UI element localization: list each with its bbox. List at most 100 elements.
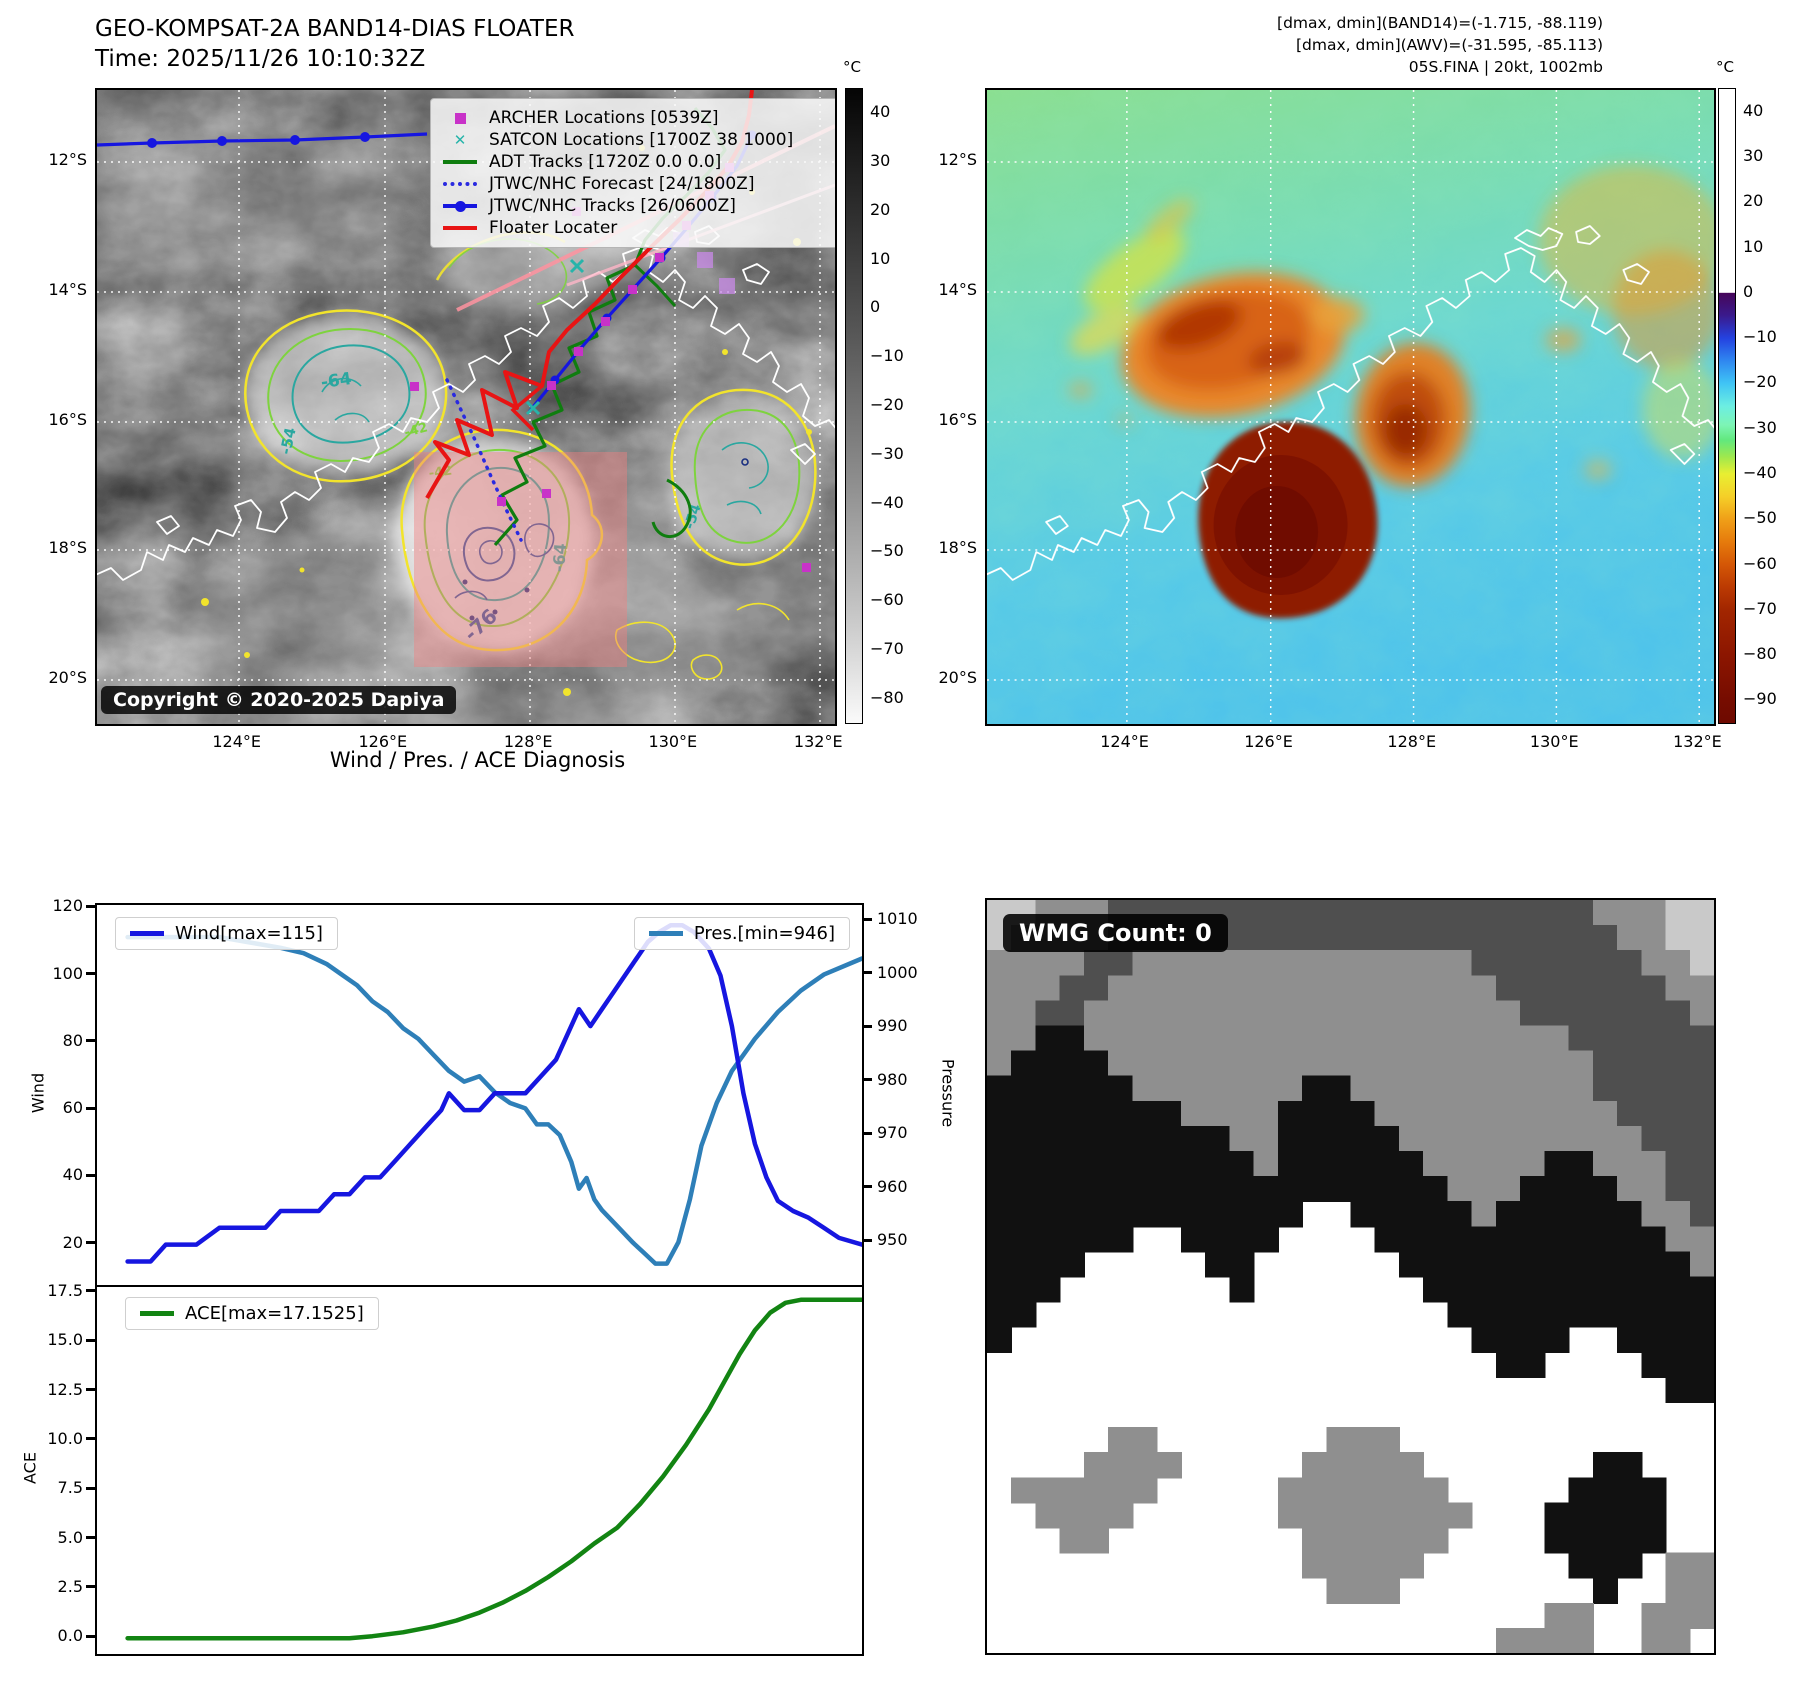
colorbar-tick-label: −80 xyxy=(1743,644,1777,664)
legend-item: JTWC/NHC Forecast [24/1800Z] xyxy=(441,173,835,195)
legend-label: JTWC/NHC Forecast [24/1800Z] xyxy=(489,174,755,194)
axis-tick-mark xyxy=(86,1289,95,1293)
colorbar-tick-label: −70 xyxy=(1743,598,1777,618)
pressure-legend-label: Pres.[min=946] xyxy=(693,923,835,944)
colorbar-tick-label: 20 xyxy=(870,199,891,219)
title-line-2: Time: 2025/11/26 10:10:32Z xyxy=(95,46,426,72)
y-tick-label: 120 xyxy=(52,896,83,916)
line-marker xyxy=(441,226,479,230)
colorbar-tick-label: −30 xyxy=(870,443,904,463)
annotation-band14: [dmax, dmin](BAND14)=(-1.715, -88.119) xyxy=(1277,14,1603,32)
colorbar-tick-label: −80 xyxy=(870,687,904,707)
lat-tick-label: 12°S xyxy=(48,150,87,170)
ir-colorbar-unit: °C xyxy=(843,58,861,76)
lon-tick-label: 126°E xyxy=(1244,732,1293,751)
y-tick-label: 7.5 xyxy=(57,1478,83,1498)
y-tick-label: 1010 xyxy=(877,909,918,929)
axis-tick-mark xyxy=(863,971,872,975)
colorbar-tick-label: 40 xyxy=(870,102,891,122)
colorbar-tick-label: −10 xyxy=(1743,327,1777,347)
analysis-highlight-box xyxy=(414,452,627,667)
colorbar-tick-label: −50 xyxy=(1743,508,1777,528)
y-tick-label: 10.0 xyxy=(47,1428,83,1448)
axis-tick-mark xyxy=(863,1024,872,1028)
ace-legend: ACE[max=17.1525] xyxy=(125,1297,379,1330)
axis-tick-mark xyxy=(86,1039,95,1043)
ace-legend-label: ACE[max=17.1525] xyxy=(185,1303,364,1324)
wmg-pixel-panel: WMG Count: 0 xyxy=(985,898,1716,1655)
lon-tick-label: 128°E xyxy=(1387,732,1437,751)
lat-tick-label: 18°S xyxy=(48,538,87,558)
y-tick-label: 960 xyxy=(877,1176,908,1196)
axis-tick-mark xyxy=(86,1338,95,1342)
cold-cloud-blobs xyxy=(1068,165,1714,487)
y-tick-label: 15.0 xyxy=(47,1330,83,1350)
wmg-count-badge: WMG Count: 0 xyxy=(1003,914,1228,952)
y-tick-label: 950 xyxy=(877,1230,908,1250)
legend-label: ADT Tracks [1720Z 0.0 0.0] xyxy=(489,152,722,172)
y-tick-label: 40 xyxy=(62,1165,83,1185)
ir-colorbar xyxy=(845,88,863,724)
legend-label: ARCHER Locations [0539Z] xyxy=(489,108,719,128)
enhanced-ir-map xyxy=(985,88,1716,726)
wind-line-sample xyxy=(130,931,164,936)
series-line xyxy=(125,934,862,1266)
colorbar-tick-label: −60 xyxy=(1743,553,1777,573)
y-tick-label: 100 xyxy=(52,963,83,983)
colorbar-tick-label: 30 xyxy=(870,151,891,171)
colorbar-tick-label: −70 xyxy=(870,638,904,658)
lon-tick-label: 128°E xyxy=(503,732,553,751)
ir-satellite-map: -64 -54 -42 -64 -76 -42 -54 xyxy=(95,88,837,726)
axis-tick-mark xyxy=(86,1486,95,1490)
enhanced-ir-canvas xyxy=(987,90,1714,724)
coldest-core-blob xyxy=(1198,421,1378,619)
axis-tick-mark xyxy=(86,1437,95,1441)
axis-tick-mark xyxy=(863,1238,872,1242)
colorbar-tick-label: 0 xyxy=(1743,281,1754,301)
pressure-axis-title: Pressure xyxy=(938,1058,958,1128)
axis-tick-mark xyxy=(86,904,95,908)
legend-label: SATCON Locations [1700Z 38 1000] xyxy=(489,130,794,150)
colorbar-tick-label: 20 xyxy=(1743,191,1764,211)
series-line xyxy=(125,1297,862,1641)
title-line-1: GEO-KOMPSAT-2A BAND14-DIAS FLOATER xyxy=(95,16,575,42)
square-marker xyxy=(441,112,479,124)
satcon-fix-markers xyxy=(525,258,585,416)
lon-tick-label: 124°E xyxy=(212,732,262,751)
axis-tick-mark xyxy=(863,1078,872,1082)
contour-label: -42 xyxy=(403,420,430,441)
colorbar-tick-label: −90 xyxy=(1743,689,1777,709)
colorbar-tick-label: 0 xyxy=(870,297,881,317)
chart-title: Wind / Pres. / ACE Diagnosis xyxy=(329,748,626,772)
lon-tick-label: 124°E xyxy=(1100,732,1149,751)
map-legend: ARCHER Locations [0539Z] ✕ SATCON Location… xyxy=(430,98,835,248)
figure-title: GEO-KOMPSAT-2A BAND14-DIAS FLOATER Time:… xyxy=(95,14,575,74)
wmg-pixel-canvas xyxy=(987,900,1714,1653)
colorbar-tick-label: 30 xyxy=(1743,145,1764,165)
lon-tick-label: 132°E xyxy=(1673,732,1722,751)
annotation-storm-status: 05S.FINA | 20kt, 1002mb xyxy=(1408,58,1603,76)
graticule xyxy=(987,90,1714,724)
ace-line-sample xyxy=(140,1311,174,1316)
legend-item: ARCHER Locations [0539Z] xyxy=(441,107,835,129)
lon-tick-label: 130°E xyxy=(1529,732,1579,751)
colorbar-tick-label: −10 xyxy=(870,346,904,366)
y-tick-label: 990 xyxy=(877,1016,908,1036)
lat-tick-label: 12°S xyxy=(938,150,977,170)
y-tick-label: 0.0 xyxy=(57,1626,83,1646)
contour-blob-nw: -64 -54 -42 xyxy=(244,309,448,483)
colorbar-tick-label: 10 xyxy=(870,248,891,268)
annotation-awv: [dmax, dmin](AWV)=(-31.595, -85.113) xyxy=(1296,36,1603,54)
legend-label: JTWC/NHC Tracks [26/0600Z] xyxy=(489,196,736,216)
enhanced-ir-colorbar-unit: °C xyxy=(1716,58,1734,76)
y-tick-label: 60 xyxy=(62,1098,83,1118)
axis-tick-mark xyxy=(86,1585,95,1589)
lon-tick-label: 132°E xyxy=(793,732,843,751)
axis-tick-mark xyxy=(86,1388,95,1392)
axis-tick-mark xyxy=(863,1185,872,1189)
y-tick-label: 970 xyxy=(877,1123,908,1143)
ace-chart: ACE[max=17.1525] xyxy=(95,1285,864,1656)
axis-tick-mark xyxy=(863,917,872,921)
colorbar-tick-label: −40 xyxy=(1743,462,1777,482)
lat-tick-label: 18°S xyxy=(938,538,977,558)
